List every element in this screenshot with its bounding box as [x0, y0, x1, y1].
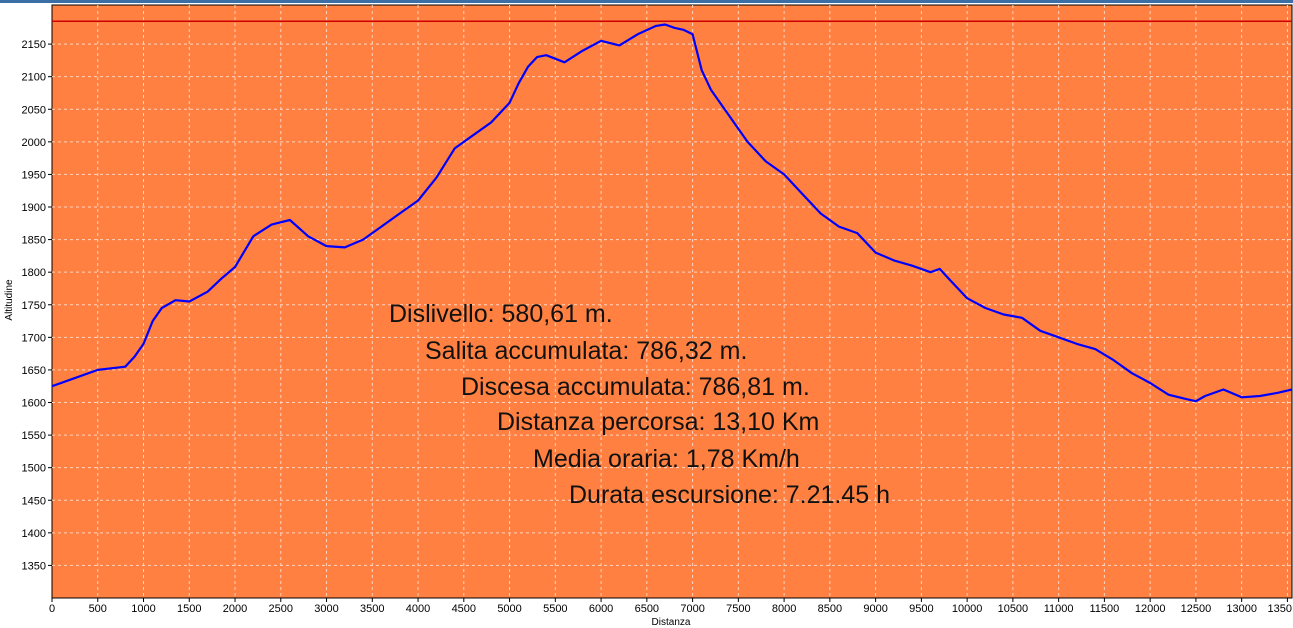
x-tick-label: 7500 [726, 603, 750, 615]
y-axis-label: Altitudine [4, 279, 15, 321]
x-tick-label: 1000 [131, 603, 155, 615]
y-tick-label: 2150 [22, 39, 46, 51]
plot-area [51, 4, 1293, 599]
x-tick-label: 8000 [772, 603, 796, 615]
grid-lines [52, 5, 1292, 598]
stat-dislivello: Dislivello: 580,61 m. [389, 300, 613, 328]
elevation-profile-line [51, 23, 1293, 403]
x-tick-label: 2000 [223, 603, 247, 615]
x-tick-label: 10500 [998, 603, 1029, 615]
x-tick-label: 4000 [406, 603, 430, 615]
x-tick-label: 9000 [863, 603, 887, 615]
series-group [51, 23, 1293, 403]
x-tick-label: 11500 [1090, 603, 1120, 615]
y-tick-label: 1350 [22, 560, 46, 572]
x-tick-label: 5500 [543, 603, 567, 615]
y-tick-label: 1750 [22, 300, 46, 312]
y-tick-label: 1700 [22, 332, 46, 344]
stat-distanza: Distanza percorsa: 13,10 Km [497, 408, 820, 436]
x-tick-label: 0 [49, 603, 55, 615]
stat-salita: Salita accumulata: 786,32 m. [425, 337, 748, 365]
x-tick-label: 8500 [818, 603, 842, 615]
x-tick-label: 500 [89, 603, 107, 615]
x-tick-label: 13000 [1226, 603, 1257, 615]
y-tick-label: 1650 [22, 365, 46, 377]
x-tick-label: 1350 [1268, 603, 1292, 615]
x-tick-label: 1500 [177, 603, 201, 615]
stat-media-oraria: Media oraria: 1,78 Km/h [533, 445, 800, 473]
x-tick-label: 9500 [909, 603, 933, 615]
y-tick-label: 1950 [22, 169, 46, 181]
x-tick-label: 3000 [314, 603, 338, 615]
x-tick-label: 4500 [452, 603, 476, 615]
x-tick-label: 12500 [1181, 603, 1212, 615]
y-tick-label: 1500 [22, 463, 46, 475]
x-tick-label: 6000 [589, 603, 613, 615]
stat-discesa: Discesa accumulata: 786,81 m. [461, 373, 810, 401]
x-tick-label: 2500 [269, 603, 293, 615]
y-tick-label: 2050 [22, 104, 46, 116]
y-tick-label: 2100 [22, 72, 46, 84]
x-tick-label: 11000 [1044, 603, 1074, 615]
y-tick-label: 1600 [22, 398, 46, 410]
y-tick-label: 2000 [22, 137, 46, 149]
plot-background [51, 4, 1293, 599]
y-tick-label: 1550 [22, 430, 46, 442]
y-tick-label: 1400 [22, 528, 46, 540]
x-axis-ticks: 0 500 1000 1500 2000 2500 3000 3500 4000 4500 5000… [49, 598, 1292, 615]
window-top-border [0, 0, 1293, 3]
x-tick-label: 6500 [635, 603, 659, 615]
x-tick-label: 12000 [1135, 603, 1166, 615]
y-axis-ticks: 1350 1400 1450 1500 1550 1600 1650 1700 1750 1800… [22, 39, 52, 572]
y-tick-label: 1900 [22, 202, 46, 214]
y-tick-label: 1450 [22, 495, 46, 507]
x-tick-label: 10000 [952, 603, 983, 615]
stat-durata: Durata escursione: 7.21.45 h [569, 481, 891, 509]
y-tick-label: 1850 [22, 235, 46, 247]
x-tick-label: 3500 [360, 603, 384, 615]
x-axis-label: Distanza [652, 617, 691, 628]
x-tick-label: 7000 [680, 603, 704, 615]
y-tick-label: 1800 [22, 267, 46, 279]
x-tick-label: 5000 [497, 603, 521, 615]
